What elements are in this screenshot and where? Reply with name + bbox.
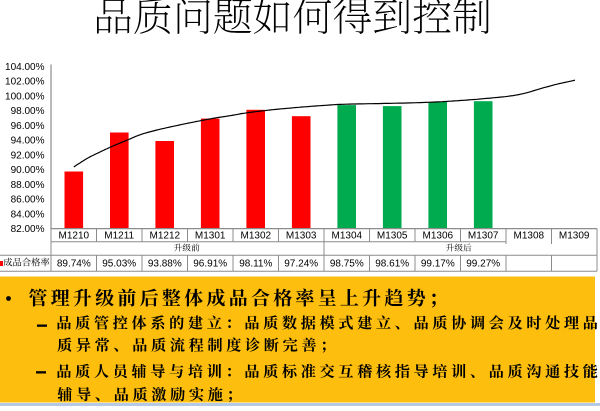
svg-text:104.00%: 104.00% (5, 62, 45, 73)
svg-text:92.00%: 92.00% (11, 150, 45, 161)
svg-text:M1210: M1210 (59, 231, 90, 242)
svg-text:M1211: M1211 (104, 231, 134, 242)
svg-text:97.24%: 97.24% (284, 259, 318, 270)
svg-text:84.00%: 84.00% (11, 209, 45, 220)
svg-text:98.75%: 98.75% (330, 259, 364, 270)
svg-text:96.00%: 96.00% (11, 121, 45, 132)
svg-text:102.00%: 102.00% (5, 77, 45, 88)
svg-text:82.00%: 82.00% (11, 224, 45, 235)
svg-text:M1212: M1212 (150, 231, 181, 242)
svg-text:95.03%: 95.03% (102, 259, 136, 270)
svg-text:M1306: M1306 (423, 231, 454, 242)
svg-text:94.00%: 94.00% (11, 136, 45, 147)
svg-text:98.61%: 98.61% (375, 259, 409, 270)
svg-text:93.88%: 93.88% (148, 259, 182, 270)
svg-text:99.27%: 99.27% (466, 259, 500, 270)
svg-text:99.17%: 99.17% (421, 259, 455, 270)
svg-text:98.11%: 98.11% (239, 259, 272, 270)
svg-text:88.00%: 88.00% (11, 180, 45, 191)
svg-text:M1308: M1308 (514, 231, 545, 242)
svg-text:100.00%: 100.00% (5, 91, 45, 102)
svg-text:96.91%: 96.91% (193, 259, 227, 270)
svg-text:M1309: M1309 (559, 231, 590, 242)
svg-text:M1305: M1305 (377, 231, 408, 242)
svg-text:98.00%: 98.00% (11, 106, 45, 117)
svg-text:89.74%: 89.74% (57, 259, 91, 270)
svg-text:86.00%: 86.00% (11, 195, 45, 206)
svg-text:M1302: M1302 (241, 231, 272, 242)
svg-text:90.00%: 90.00% (11, 165, 45, 176)
svg-text:M1307: M1307 (468, 231, 499, 242)
svg-text:M1303: M1303 (286, 231, 317, 242)
svg-text:M1304: M1304 (332, 231, 363, 242)
svg-text:M1301: M1301 (195, 231, 226, 242)
